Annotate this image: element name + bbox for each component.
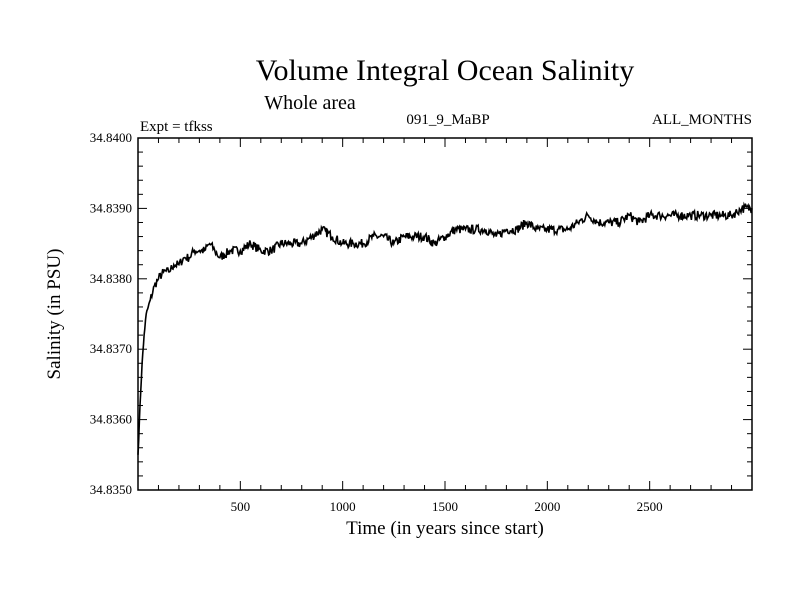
y-axis-ticks: 34.8350 34.8360 34.8370 34.8380 34.8390 34.84… [90, 130, 752, 497]
x-axis-ticks: 500 1000 1500 2000 2500 [157, 138, 733, 514]
chart-title: Volume Integral Ocean Salinity [256, 54, 635, 87]
y-tick-label: 34.8360 [90, 412, 132, 427]
x-tick-label: 2000 [534, 499, 560, 514]
y-tick-label: 34.8350 [90, 482, 132, 497]
y-tick-label: 34.8390 [90, 200, 132, 215]
x-tick-label: 1500 [432, 499, 458, 514]
y-tick-label: 34.8370 [90, 341, 132, 356]
plot-frame [137, 137, 753, 491]
experiment-label: Expt = tfkss [140, 119, 213, 135]
y-tick-label: 34.8400 [90, 130, 132, 145]
chart-subtitle: Whole area [264, 92, 356, 114]
x-tick-label: 500 [231, 499, 251, 514]
y-tick-label: 34.8380 [90, 271, 132, 286]
months-label: ALL_MONTHS [652, 112, 752, 128]
y-axis-label: Salinity (in PSU) [44, 249, 65, 380]
x-axis-label: Time (in years since start) [346, 518, 544, 539]
x-tick-label: 2500 [637, 499, 663, 514]
run-label: 091_9_MaBP [406, 112, 489, 128]
salinity-series-line [137, 201, 753, 455]
x-tick-label: 1000 [330, 499, 356, 514]
